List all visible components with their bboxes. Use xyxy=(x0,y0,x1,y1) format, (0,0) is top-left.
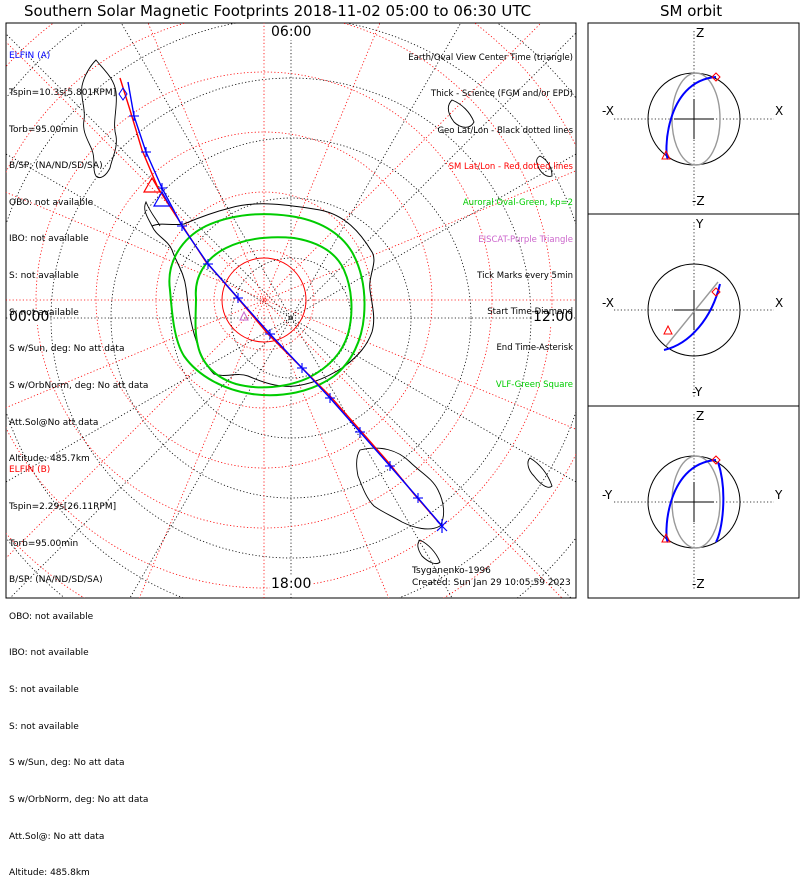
elfin-b-line: S w/OrbNorm, deg: No att data xyxy=(9,794,149,805)
elfin-a-line: Altitude: 485.7km xyxy=(9,454,90,465)
island-coast xyxy=(447,99,475,128)
elfin-a-line: Tspin=10.3s[5.801RPM] xyxy=(9,88,117,99)
legend: Earth/Oval View Center Time (triangle) T… xyxy=(408,28,573,403)
legend-item: End Time-Asterisk xyxy=(496,343,573,354)
eiscat-marker xyxy=(239,310,249,321)
elfin-a-center-triangle xyxy=(152,190,172,207)
elfin-a-line: IBO: not available xyxy=(9,234,89,245)
orbit-title: SM orbit xyxy=(660,2,723,20)
elfin-a-line: S w/OrbNorm, deg: No att data xyxy=(9,380,149,391)
elfin-b-line: IBO: not available xyxy=(9,648,89,659)
elfin-b-info: ELFIN (B) Tspin=2.29s[26.11RPM] Torb=95.… xyxy=(9,440,148,892)
elfin-b-line: S: not available xyxy=(9,721,79,732)
elfin-b-line: B/SP: (NA/ND/SD/SA) xyxy=(9,575,103,586)
orbit-path-gray xyxy=(671,72,721,166)
orbit3-right-label: Y xyxy=(775,488,783,502)
auroral-oval-inner xyxy=(194,236,353,389)
elfin-b-line: Torb=95.00min xyxy=(9,538,79,549)
end-asterisk xyxy=(436,519,448,533)
orbit-diamond xyxy=(711,455,721,465)
elfin-b-line: Tspin=2.29s[26.11RPM] xyxy=(9,502,117,513)
elfin-b-line: S: not available xyxy=(9,685,79,696)
orbit1-left-label: -X xyxy=(602,104,614,118)
elfin-b-track xyxy=(119,77,441,525)
elfin-a-info: ELFIN (A) Tspin=10.3s[5.801RPM] Torb=95.… xyxy=(9,26,148,478)
orbit1-right-label: X xyxy=(775,104,784,118)
elfin-b-line: OBO: not available xyxy=(9,611,94,622)
orbit3-top-label: Z xyxy=(696,409,705,423)
orbit3-left-label: -Y xyxy=(602,488,613,502)
orbit-triangle xyxy=(661,532,671,543)
orbit-path-blue xyxy=(665,76,717,160)
orbit-frame xyxy=(587,22,800,599)
orbit-triangle xyxy=(663,324,673,335)
chart-title: Southern Solar Magnetic Footprints 2018-… xyxy=(24,2,532,20)
elfin-a-ticks xyxy=(129,111,423,503)
orbit3-bottom-label: -Z xyxy=(692,577,705,591)
legend-item: Earth/Oval View Center Time (triangle) xyxy=(408,53,573,64)
elfin-b-line: S w/Sun, deg: No att data xyxy=(9,758,125,769)
legend-item: VLF-Green Square xyxy=(495,379,573,390)
orbit-path-gray xyxy=(671,455,721,549)
start-diamond xyxy=(118,87,128,101)
tasmania xyxy=(417,539,441,565)
orbit2-left-label: -X xyxy=(602,296,614,310)
elfin-b-center-triangle xyxy=(142,176,162,193)
orbit-path-blue xyxy=(715,461,725,543)
orbit2-right-label: X xyxy=(775,296,784,310)
elfin-a-line: OBO: not available xyxy=(9,197,94,208)
orbit-path-blue xyxy=(665,459,717,543)
elfin-b-name: ELFIN (B) xyxy=(9,465,51,476)
elfin-a-line: Att.Sol@No att data xyxy=(9,417,99,428)
mlt-label-top: 06:00 xyxy=(270,24,313,40)
figure-canvas xyxy=(5,22,800,599)
antarctic-peninsula xyxy=(144,200,161,227)
created-timestamp: Created: Sun Jan 29 10:05:59 2023 xyxy=(412,578,571,588)
legend-item: Geo Lat/Lon - Black dotted lines xyxy=(437,125,573,136)
orbit-triangle xyxy=(661,149,671,160)
legend-item: Tick Marks every 5min xyxy=(477,270,573,281)
new-zealand xyxy=(527,457,553,488)
legend-item: SM Lat/Lon - Red dotted lines xyxy=(448,162,573,173)
polar-map xyxy=(6,23,576,598)
elfin-b-line: Altitude: 485.8km xyxy=(9,868,90,879)
antarctica-coast xyxy=(151,203,375,387)
earth-circle xyxy=(647,263,741,357)
legend-item: Thick - Science (FGM and/or EPD) xyxy=(430,89,573,100)
orbit1-top-label: Z xyxy=(696,26,705,40)
orbit-path-blue xyxy=(663,283,721,351)
elfin-a-track xyxy=(127,81,443,527)
orbit-diamond xyxy=(711,287,721,297)
orbit1-bottom-label: -Z xyxy=(692,194,705,208)
mlt-label-left: 00:00 xyxy=(8,309,51,325)
elfin-a-line: S: not available xyxy=(9,271,79,282)
sm-pole-circle xyxy=(221,257,307,343)
orbit2-bottom-label: -Y xyxy=(692,385,703,399)
orbit2-top-label: Y xyxy=(696,217,704,231)
elfin-a-line: Torb=95.00min xyxy=(9,124,79,135)
island-coast xyxy=(536,155,553,177)
model-credit: Tsyganenko-1996 xyxy=(412,566,491,576)
auroral-oval-outer xyxy=(168,213,366,397)
legend-item: Auroral Oval-Green, kp=2 xyxy=(462,198,573,209)
mlt-label-bottom: 18:00 xyxy=(270,576,313,592)
legend-item: EISCAT-Purple Triangle xyxy=(478,234,573,245)
australia-coast xyxy=(356,447,445,530)
elfin-b-line: Att.Sol@: No att data xyxy=(9,831,105,842)
elfin-a-name: ELFIN (A) xyxy=(9,51,51,62)
orbit-panels xyxy=(614,31,774,590)
elfin-a-line: B/SP: (NA/ND/SD/SA) xyxy=(9,161,103,172)
south-america xyxy=(81,59,117,179)
elfin-a-line: S w/Sun, deg: No att data xyxy=(9,344,125,355)
mlt-label-right: 12:00 xyxy=(532,309,575,325)
orbit-diamond xyxy=(711,72,721,82)
elfin-a-line: S: not available xyxy=(9,307,79,318)
orbit-path-gray xyxy=(665,281,719,347)
legend-item: Start Time-Diamond xyxy=(487,307,573,318)
